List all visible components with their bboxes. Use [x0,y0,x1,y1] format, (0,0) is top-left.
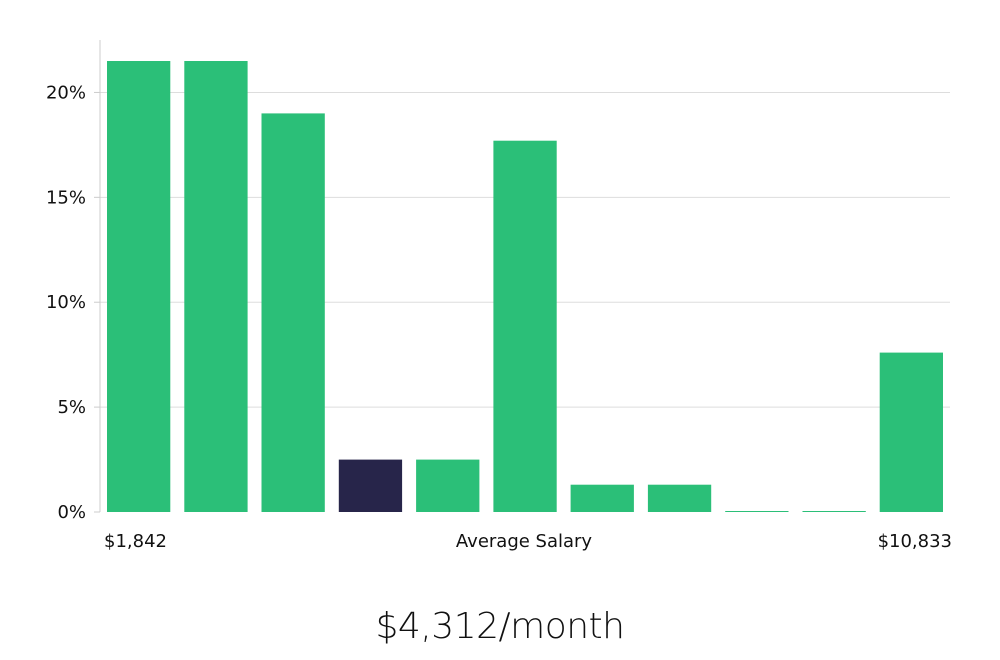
bar [725,511,789,512]
salary-distribution-chart: 0% 5% 10% 15% 20% $1,842 Average Salary $10,… [46,40,952,552]
y-tick-label: 20% [46,82,86,103]
x-min-label: $1,842 [104,531,167,552]
bar-highlighted [338,459,403,512]
bar [261,113,325,513]
y-tick-label: 0% [57,502,86,523]
y-tick-labels: 0% 5% 10% 15% 20% [46,82,86,523]
bar [647,484,712,512]
bar [107,61,171,512]
y-tick-label: 10% [46,292,86,313]
y-tick-label: 15% [46,187,86,208]
bar [802,511,866,512]
bars [107,61,943,513]
x-max-label: $10,833 [878,531,952,552]
bar [570,484,634,512]
bar [184,61,248,512]
bar [493,140,557,512]
y-tick-label: 5% [57,397,86,418]
average-salary-caption: $4,312/month [375,606,625,647]
bar [879,352,943,512]
x-center-label: Average Salary [456,531,593,552]
bar [416,459,480,512]
